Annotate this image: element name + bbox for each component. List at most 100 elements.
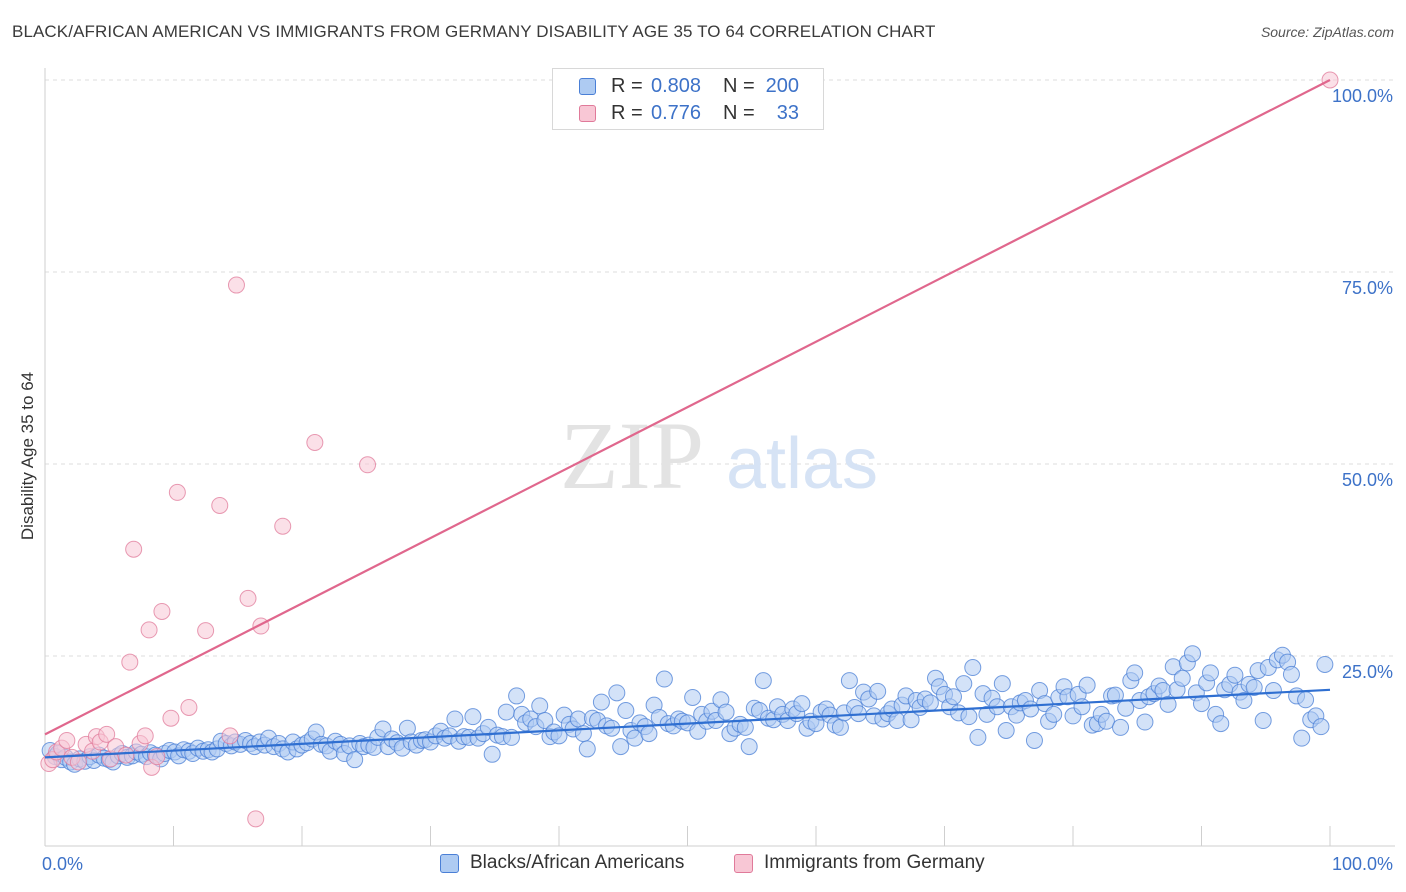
germany-point (153, 602, 171, 620)
legend-r-label: R = (611, 75, 643, 97)
blacks-point (612, 738, 630, 756)
blacks-point (346, 751, 364, 769)
legend-n-label: N = (723, 75, 755, 97)
blacks-point (483, 745, 501, 763)
blacks-point (569, 710, 587, 728)
blacks-trend-line (44, 688, 1331, 759)
legend-row-blacks: R = 0.808 N = 200 (553, 73, 823, 101)
blacks-point (578, 740, 596, 758)
germany-point (274, 517, 292, 535)
legend-row-germany: R = 0.776 N = 33 (553, 100, 823, 128)
germany-trend-line (44, 79, 1331, 736)
germany-point (69, 753, 87, 771)
blacks-point (869, 682, 887, 700)
y-tick-label: 100.0% (1332, 86, 1393, 106)
legend-r-label: R = (611, 102, 643, 124)
germany-point (121, 653, 139, 671)
x-tick-label: 0.0% (42, 854, 83, 874)
series-blacks-points (41, 645, 1334, 773)
blacks-point (1193, 695, 1210, 713)
germany-point (58, 731, 76, 749)
blacks-point (1126, 664, 1144, 682)
germany-point (227, 276, 245, 294)
watermark: ZIP atlas (560, 402, 878, 509)
blacks-point (921, 694, 939, 712)
germany-point (180, 698, 198, 716)
y-tick-label: 75.0% (1342, 278, 1393, 298)
blacks-point (640, 725, 658, 743)
legend-n-value: 200 (765, 75, 799, 97)
germany-point (117, 746, 135, 764)
y-axis-label: Disability Age 35 to 64 (18, 372, 37, 540)
blacks-point (608, 684, 626, 702)
blacks-point (1282, 665, 1300, 683)
blacks-point (1136, 713, 1154, 731)
germany-point (125, 540, 143, 558)
blacks-point (1201, 664, 1219, 682)
blacks-point (993, 675, 1011, 693)
blacks-point (1097, 712, 1115, 730)
grid-lines (45, 79, 1395, 657)
legend-swatch-pink (734, 854, 753, 873)
blacks-point (1045, 705, 1063, 723)
blacks-point (964, 659, 982, 677)
blacks-point (793, 695, 811, 713)
blacks-point (1159, 695, 1177, 713)
blacks-point (888, 712, 906, 730)
legend-swatch-pink (579, 105, 596, 122)
blacks-point (1293, 729, 1311, 747)
source-label: Source: ZipAtlas.com (1260, 24, 1394, 40)
y-tick-labels: 25.0% 50.0% 75.0% 100.0% (1332, 86, 1393, 682)
blacks-point (617, 702, 635, 720)
y-tick-label: 25.0% (1342, 662, 1393, 682)
blacks-point (446, 710, 464, 728)
blacks-point (1184, 645, 1202, 663)
blacks-point (1022, 700, 1040, 718)
legend-swatch-blue (579, 78, 596, 95)
germany-point (136, 727, 154, 745)
blacks-point (1254, 712, 1272, 730)
chart-title: BLACK/AFRICAN AMERICAN VS IMMIGRANTS FRO… (12, 22, 936, 41)
germany-point (98, 725, 116, 743)
blacks-point (1226, 666, 1244, 684)
correlation-legend: R = 0.808 N = 200 R = 0.776 N = 33 (552, 68, 824, 130)
blacks-point (655, 670, 673, 688)
legend-label: Immigrants from Germany (764, 852, 985, 873)
blacks-point (497, 703, 515, 721)
series-germany-points (40, 71, 1339, 828)
germany-point (239, 589, 257, 607)
blacks-point (1264, 682, 1282, 700)
germany-point (306, 433, 324, 451)
blacks-point (955, 675, 973, 693)
blacks-point (1117, 699, 1135, 717)
blacks-point (1245, 678, 1263, 696)
germany-point (197, 622, 215, 640)
legend-r-value: 0.776 (651, 102, 702, 124)
germany-point (221, 727, 239, 745)
blacks-point (684, 688, 702, 706)
blacks-point (536, 712, 554, 730)
x-tick-label: 100.0% (1332, 854, 1393, 874)
blacks-point (840, 672, 858, 690)
blacks-point (969, 728, 987, 746)
legend-swatch-blue (440, 854, 459, 873)
blacks-point (1316, 655, 1334, 673)
germany-point (168, 483, 186, 501)
blacks-point (1312, 718, 1330, 736)
blacks-point (736, 718, 754, 736)
blacks-point (1297, 691, 1315, 709)
trend-lines (44, 79, 1331, 759)
germany-point (140, 621, 158, 639)
germany-point (211, 496, 229, 514)
blacks-point (1025, 731, 1043, 749)
legend-r-value: 0.808 (651, 75, 702, 97)
blacks-point (1173, 669, 1191, 687)
blacks-point (550, 727, 568, 745)
germany-point (359, 456, 377, 474)
blacks-point (717, 703, 735, 721)
blacks-point (831, 718, 849, 736)
legend-n-label: N = (723, 102, 755, 124)
axes (44, 68, 1395, 847)
blacks-point (960, 708, 978, 726)
